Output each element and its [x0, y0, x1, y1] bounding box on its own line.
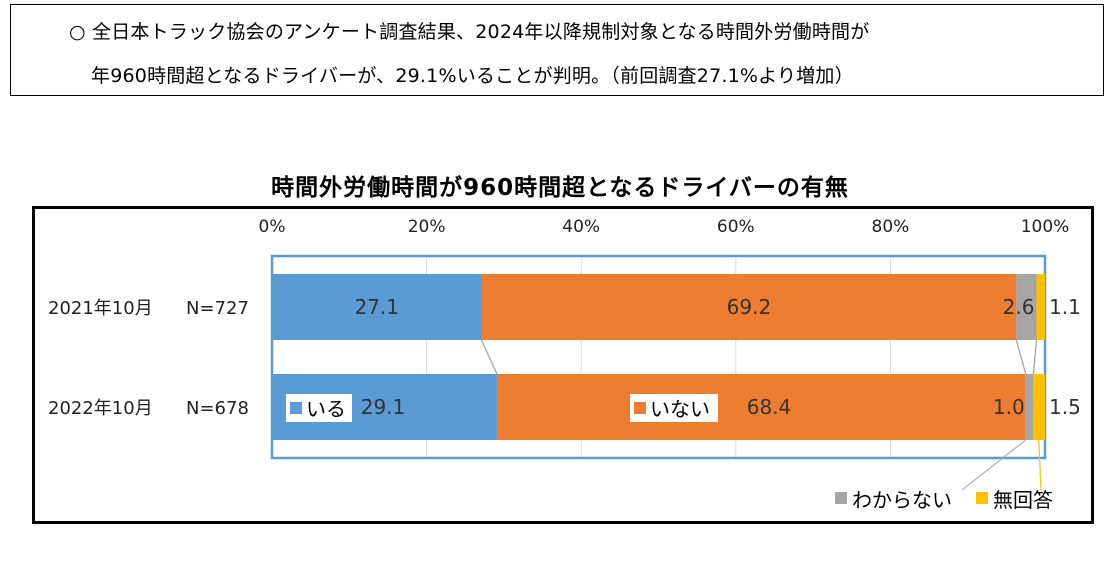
data-label: 68.4	[747, 395, 792, 419]
x-tick-label: 20%	[408, 217, 446, 237]
bar-segment	[1033, 374, 1045, 440]
data-label: 27.1	[354, 295, 399, 319]
legend-label: 無回答	[993, 488, 1053, 512]
x-tick-label: 40%	[562, 217, 600, 237]
data-label: 1.1	[1049, 295, 1081, 319]
bar-segment	[272, 274, 482, 340]
plot-area-border	[270, 254, 1047, 460]
summary-line-2: 年960時間超となるドライバーが、29.1%いることが判明。（前回調査27.1%…	[91, 65, 854, 87]
summary-line-1: ○ 全日本トラック協会のアンケート調査結果、2024年以降規制対象となる時間外労…	[69, 21, 870, 43]
category-label: 2021年10月	[48, 298, 153, 319]
legend-leader-line	[1038, 439, 1042, 491]
x-tick-label: 80%	[872, 217, 910, 237]
chart-title: 時間外労働時間が960時間超となるドライバーの有無	[271, 175, 849, 201]
category-label: 2022年10月	[48, 398, 153, 419]
data-label: 1.5	[1049, 395, 1081, 419]
data-label: 2.6	[1003, 295, 1035, 319]
chart-frame	[32, 206, 1094, 524]
series-connector-line	[1015, 339, 1027, 375]
category-n-label: N=727	[186, 298, 249, 319]
legend-swatch	[835, 492, 847, 504]
series-connector-line	[480, 339, 498, 375]
legend-label: いる	[306, 397, 346, 421]
data-label: 1.0	[993, 395, 1025, 419]
bar-segment	[1016, 274, 1037, 340]
legend-swatch	[290, 402, 302, 414]
category-n-label: N=678	[186, 398, 249, 419]
bar-segment	[481, 274, 1017, 340]
series-connector-line	[1032, 339, 1038, 375]
data-label: 69.2	[727, 295, 772, 319]
legend-swatch	[976, 492, 988, 504]
summary-box: ○ 全日本トラック協会のアンケート調査結果、2024年以降規制対象となる時間外労…	[10, 4, 1104, 96]
legend-label: いない	[650, 397, 710, 421]
x-tick-label: 60%	[717, 217, 755, 237]
legend-leader-line	[961, 439, 1026, 491]
data-label: 29.1	[361, 395, 406, 419]
bar-segment	[1036, 274, 1045, 340]
x-tick-label: 100%	[1021, 217, 1070, 237]
legend-swatch	[634, 402, 646, 414]
bar-segment	[496, 374, 1026, 440]
x-tick-label: 0%	[259, 217, 286, 237]
bar-segment	[1025, 374, 1034, 440]
legend-label: わからない	[852, 488, 952, 512]
